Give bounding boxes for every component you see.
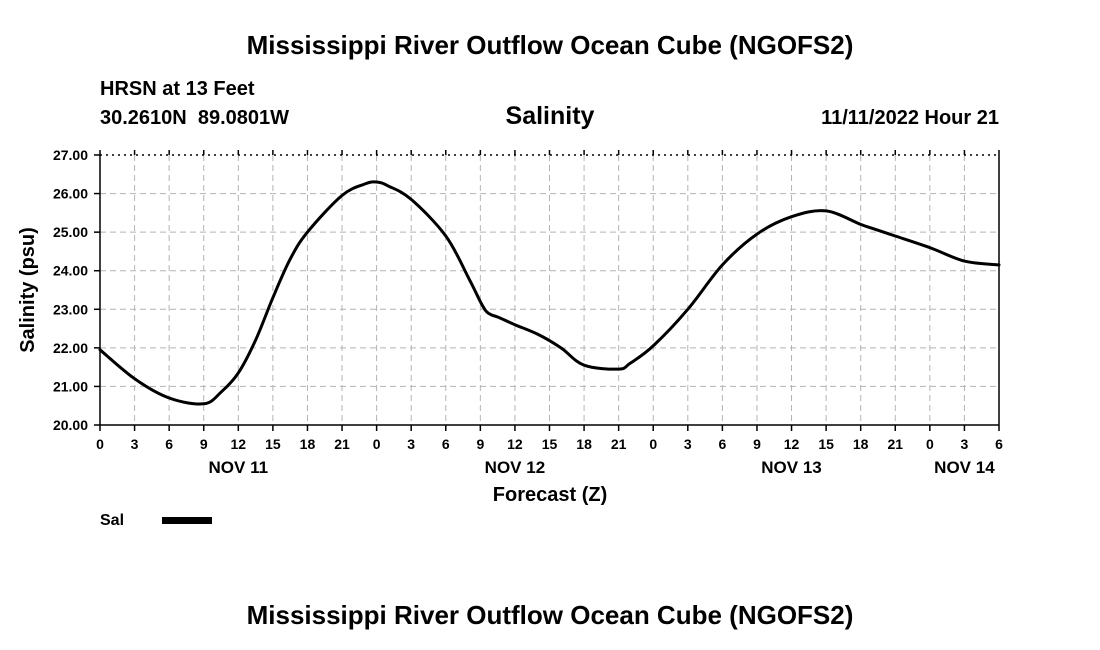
y-tick-label: 20.00 [53,417,88,433]
x-tick-label: 3 [407,436,415,452]
legend-swatch-sal [162,517,212,524]
x-tick-label: 6 [165,436,173,452]
y-axis-label: Salinity (psu) [17,227,39,353]
y-tick-label: 22.00 [53,340,88,356]
x-tick-label: 9 [200,436,208,452]
y-tick-label: 23.00 [53,301,88,317]
date-label: NOV 11 [209,458,269,477]
chart-title: Salinity [506,102,595,130]
forecast-datetime: 11/11/2022 Hour 21 [821,107,999,129]
y-tick-label: 21.00 [53,378,88,394]
x-tick-label: 6 [442,436,450,452]
station-name: HRSN at 13 Feet [100,78,255,100]
y-tick-label: 26.00 [53,186,88,202]
y-tick-label: 25.00 [53,224,88,240]
y-tick-label: 27.00 [53,147,88,163]
date-label: NOV 13 [761,458,821,477]
legend-label-sal: Sal [100,512,124,529]
x-tick-label: 15 [818,436,834,452]
grid [100,155,999,425]
legend: Sal [100,512,212,529]
x-axis-label: Forecast (Z) [493,484,607,506]
x-tick-label: 9 [476,436,484,452]
x-tick-label: 6 [995,436,1003,452]
x-tick-label: 18 [853,436,869,452]
x-tick-label: 21 [611,436,627,452]
x-tick-label: 18 [576,436,592,452]
x-tick-label: 15 [542,436,558,452]
x-tick-label: 3 [684,436,692,452]
x-tick-label: 21 [887,436,903,452]
x-tick-label: 0 [649,436,657,452]
x-tick-label: 12 [784,436,800,452]
x-tick-label: 21 [334,436,350,452]
y-tick-label: 24.00 [53,263,88,279]
x-tick-label: 6 [718,436,726,452]
series-layer [98,180,1001,406]
x-tick-label: 12 [231,436,247,452]
x-tick-label: 18 [300,436,316,452]
station-coords: 30.2610N 89.0801W [100,107,289,129]
footer-title: Mississippi River Outflow Ocean Cube (NG… [247,600,854,630]
x-tick-label: 15 [265,436,281,452]
x-tick-label: 9 [753,436,761,452]
x-tick-label: 3 [961,436,969,452]
x-tick-label: 0 [373,436,381,452]
x-tick-label: 12 [507,436,523,452]
series-line-sal [98,180,1001,406]
x-tick-label: 0 [926,436,934,452]
date-label: NOV 14 [934,458,995,477]
x-tick-label: 0 [96,436,104,452]
x-tick-label: 3 [131,436,139,452]
date-label: NOV 12 [485,458,545,477]
axes: 20.00 21.00 22.00 23.00 24.00 25.00 26.00 27.00… [53,147,1003,477]
page-title: Mississippi River Outflow Ocean Cube (NG… [247,30,854,60]
